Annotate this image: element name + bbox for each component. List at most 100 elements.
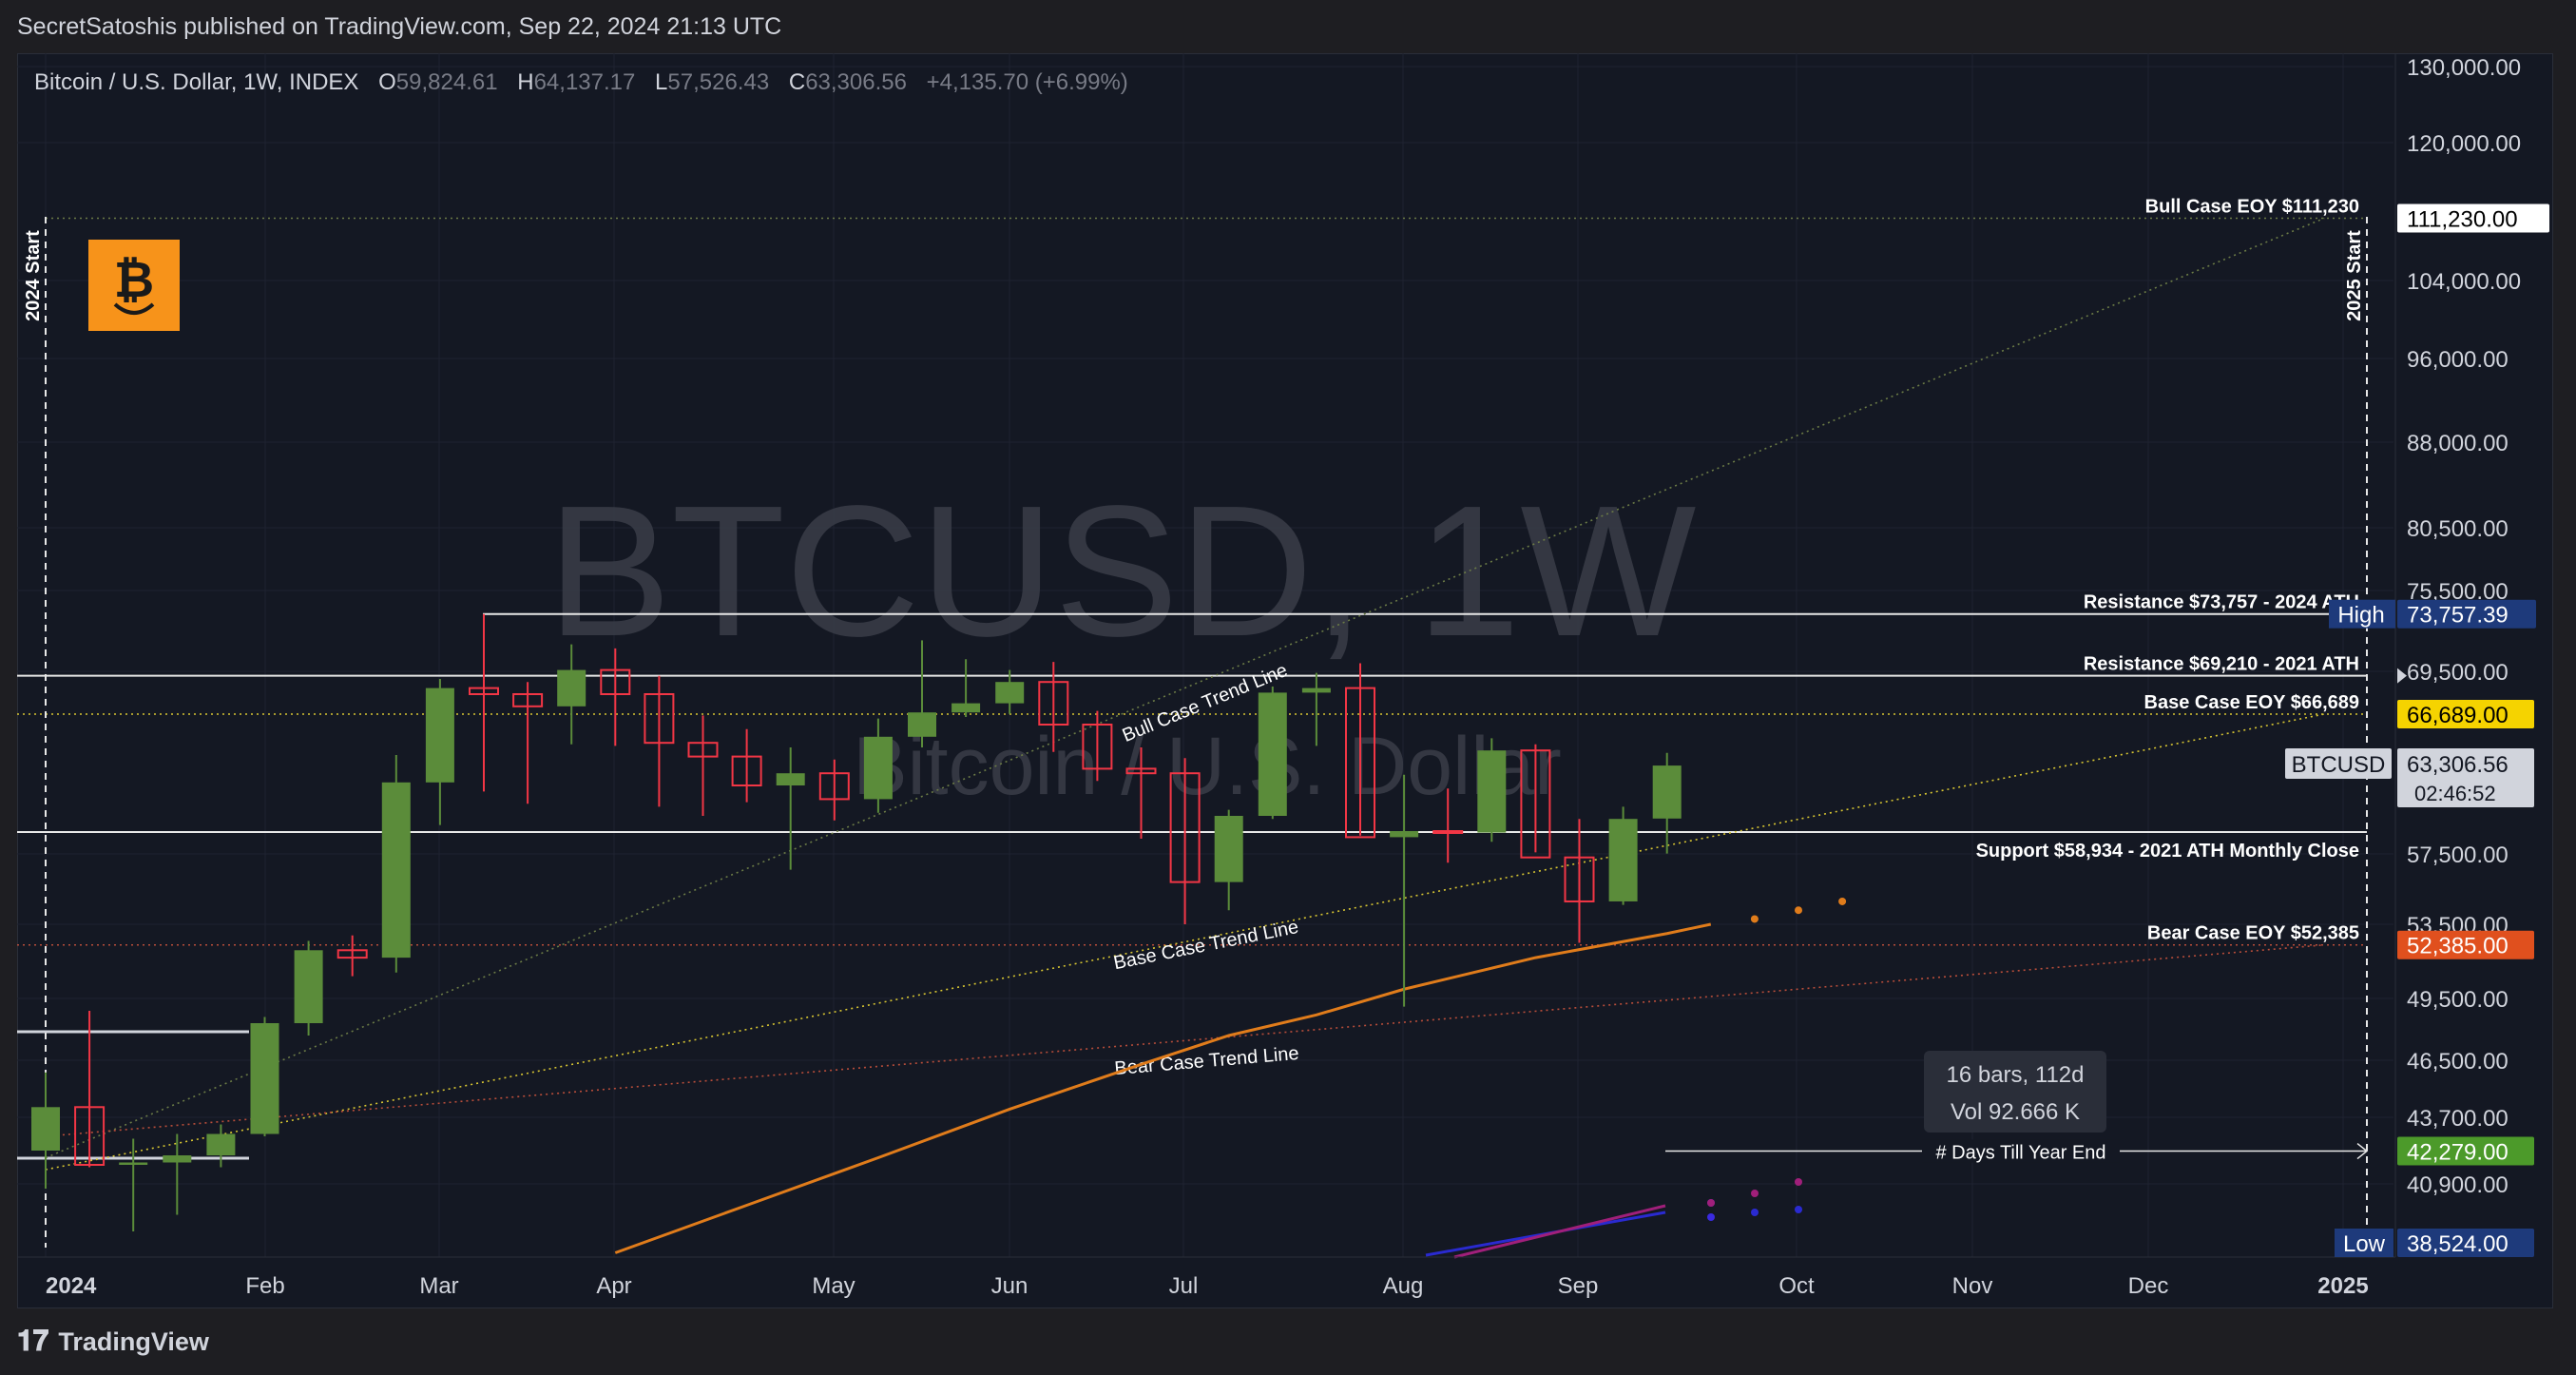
y-tick-10: 49,500.00: [2407, 987, 2509, 1013]
x-tick-3: Apr: [596, 1273, 631, 1299]
x-tick-5: Jun: [991, 1273, 1028, 1299]
candle-29: [1301, 672, 1331, 746]
candle-33: [1477, 738, 1507, 842]
candle-body-37: [1652, 765, 1682, 819]
candle-body-20: [908, 712, 936, 737]
candle-35: [1564, 819, 1595, 943]
candle-12: [557, 644, 586, 745]
level-lines[interactable]: [17, 217, 2367, 1160]
candle-body-33: [1477, 750, 1507, 833]
x-tick-0: 2024: [46, 1273, 97, 1299]
svg-text:Bitcoin / U.S. Dollar, 1W, IND: Bitcoin / U.S. Dollar, 1W, INDEX O59,824…: [34, 69, 1128, 95]
measure-vol: Vol 92.666 K: [1951, 1099, 2080, 1125]
candle-body-0: [31, 1107, 60, 1151]
y-tick-11: 46,500.00: [2407, 1049, 2509, 1075]
range-end-price-tag-bg: [2397, 1136, 2534, 1166]
candle-body-14: [644, 693, 675, 745]
last-price-tag: 63,306.56: [2407, 752, 2509, 778]
candle-11: [512, 682, 544, 804]
start-2024-label: 2024 Start: [23, 230, 44, 321]
measure-info-box: [1924, 1051, 2106, 1133]
candle-15: [687, 715, 719, 816]
candle-7: [336, 935, 368, 977]
watermark-main: BTCUSD, 1W: [548, 467, 1697, 675]
candle-body-31: [1390, 831, 1419, 838]
candle-0: [31, 1072, 60, 1189]
symbol-tag: BTCUSD: [2292, 752, 2386, 778]
y-tick-3: 96,000.00: [2407, 347, 2509, 373]
low-price-tag-bg: [2397, 1229, 2534, 1257]
candle-32: [1432, 788, 1464, 863]
candle-body-3: [163, 1155, 192, 1163]
bitcoin-icon: ₿: [114, 253, 154, 308]
candle-20: [908, 640, 936, 747]
legend-low-label: L: [655, 69, 667, 95]
candle-30: [1345, 663, 1375, 839]
candle-body-15: [687, 742, 719, 758]
ath-2021-label: Resistance $69,210 - 2021 ATH: [2084, 654, 2359, 675]
symbol-tag-bg: [2285, 748, 2392, 779]
x-tick-2: Mar: [419, 1273, 458, 1299]
candle-8: [381, 755, 411, 973]
time-axis[interactable]: 2024 Feb Mar Apr May Jun Jul Aug Sep Oct Nov Dec 202…: [17, 1256, 2395, 1299]
candle-14: [644, 675, 675, 807]
ma-projection-dot-1: [1795, 906, 1802, 915]
candle-body-19: [863, 736, 893, 800]
y-tick-2: 104,000.00: [2407, 269, 2521, 295]
published-text: SecretSatoshis published on TradingView.…: [17, 12, 782, 40]
candle-body-2: [119, 1162, 148, 1165]
price-tags: 111,230.00 High 73,757.39 66,689.00 BTCUSD 63…: [2285, 203, 2549, 1257]
indicator-dot-2: [1795, 1206, 1802, 1213]
candle-body-13: [600, 668, 631, 695]
y-tick-7: 69,500.00: [2407, 660, 2509, 686]
legend-high-value: 64,137.17: [534, 69, 636, 95]
candle-9: [425, 679, 454, 825]
y-tick-4: 88,000.00: [2407, 431, 2509, 456]
candle-body-7: [336, 949, 368, 959]
candle-19: [863, 718, 893, 813]
candle-25: [1125, 747, 1157, 839]
candle-34: [1520, 744, 1551, 859]
lower-indicator-purple: [1453, 1204, 1666, 1259]
watermark: BTCUSD, 1W Bitcoin / U.S. Dollar: [548, 467, 1697, 812]
indicator-dot-4: [1751, 1190, 1759, 1197]
high-tag: High: [2337, 603, 2384, 629]
candle-37: [1652, 752, 1682, 854]
candle-21: [952, 659, 981, 717]
base-price-tag-bg: [2397, 699, 2534, 728]
support-label: Support $58,934 - 2021 ATH Monthly Close: [1976, 841, 2359, 862]
y-tick-1: 120,000.00: [2407, 131, 2521, 157]
legend-change: +4,135.70 (+6.99%): [927, 69, 1128, 95]
footer: 𝟏𝟕 TradingView: [0, 1308, 2576, 1375]
start-2025-label: 2025 Start: [2344, 230, 2365, 321]
level-labels: Bull Case EOY $111,230 Resistance $73,757…: [1976, 196, 2359, 943]
price-axis[interactable]: 130,000.00 120,000.00 104,000.00 96,000.00 8…: [2394, 53, 2521, 1257]
footer-brand: TradingView: [58, 1327, 209, 1356]
candle-10: [469, 613, 499, 792]
x-tick-10: Nov: [1952, 1273, 1993, 1299]
ma-projection-dot-2: [1838, 897, 1847, 905]
bear-trend-label: Bear Case Trend Line: [1114, 1043, 1300, 1079]
bear-price-tag-bg: [2397, 930, 2534, 959]
candle-3: [163, 1133, 192, 1215]
legend-symbol: Bitcoin / U.S. Dollar, 1W, INDEX: [34, 69, 358, 95]
low-price-tag: 38,524.00: [2407, 1231, 2509, 1257]
high-tag-bg: [2329, 599, 2395, 629]
y-tick-8: 57,500.00: [2407, 842, 2509, 868]
candle-body-8: [381, 782, 411, 959]
x-tick-9: Oct: [1778, 1273, 1815, 1299]
candle-body-36: [1608, 819, 1638, 901]
candle-body-35: [1564, 856, 1595, 902]
bitcoin-logo: ₿: [88, 240, 180, 331]
candle-6: [294, 940, 323, 1036]
low-tag-bg: [2335, 1229, 2393, 1257]
candle-24: [1082, 710, 1113, 782]
bull-eoy-label: Bull Case EOY $111,230: [2145, 196, 2359, 217]
bull-price-tag-bg: [2397, 203, 2549, 233]
legend-open-value: 59,824.61: [396, 69, 498, 95]
indicator-dot-6: [1707, 1199, 1715, 1207]
measure-tool[interactable]: # Days Till Year End 16 bars, 112d Vol 92.…: [1665, 1051, 2369, 1164]
candle-body-27: [1214, 816, 1243, 882]
